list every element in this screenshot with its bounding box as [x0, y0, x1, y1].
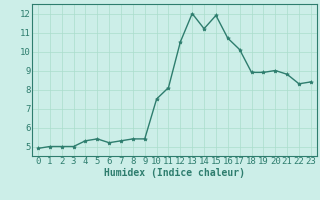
X-axis label: Humidex (Indice chaleur): Humidex (Indice chaleur) [104, 168, 245, 178]
